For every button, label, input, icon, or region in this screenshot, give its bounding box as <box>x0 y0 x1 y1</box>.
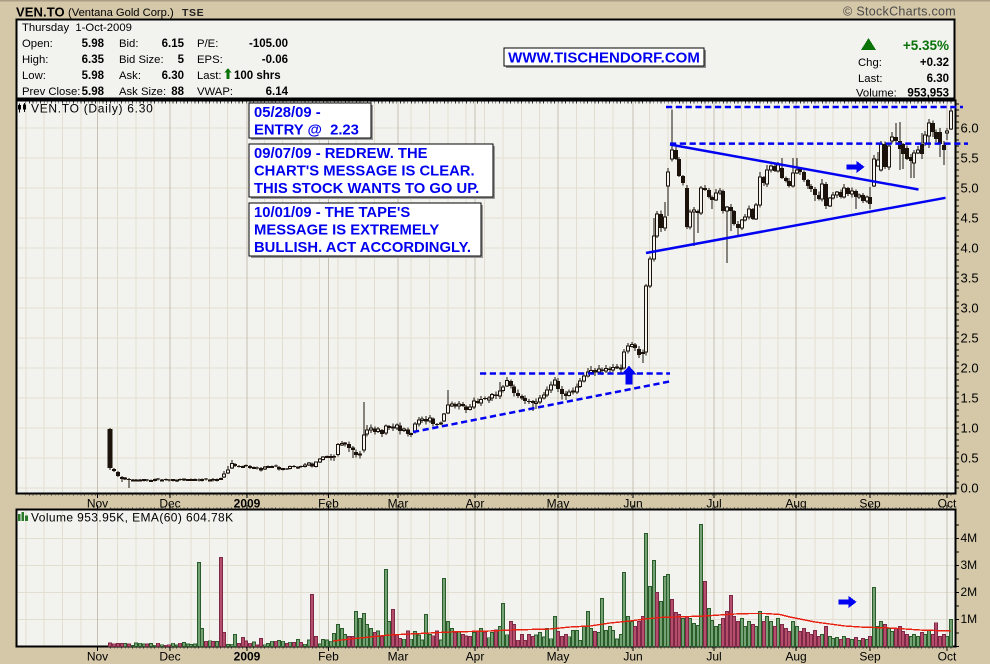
svg-text:VEN.TO (Daily) 6.30: VEN.TO (Daily) 6.30 <box>31 102 153 116</box>
svg-text:05/28/09 -: 05/28/09 - <box>254 105 321 121</box>
svg-text:Jun: Jun <box>623 497 642 511</box>
svg-text:5.98: 5.98 <box>82 38 105 50</box>
svg-text:6.0: 6.0 <box>961 121 979 136</box>
svg-text:Chg:: Chg: <box>858 57 882 69</box>
svg-text:100 shrs: 100 shrs <box>234 70 281 82</box>
svg-text:4.0: 4.0 <box>961 241 979 256</box>
svg-text:6.14: 6.14 <box>266 86 289 98</box>
svg-text:6.30: 6.30 <box>927 73 949 85</box>
svg-text:Ask Size:: Ask Size: <box>119 86 166 98</box>
svg-text:Jun: Jun <box>623 650 642 664</box>
svg-text:Aug: Aug <box>785 497 806 511</box>
svg-text:2.0: 2.0 <box>961 361 979 376</box>
svg-text:Dec: Dec <box>159 497 180 511</box>
svg-text:3.0: 3.0 <box>961 301 979 316</box>
svg-text:Open:: Open: <box>22 38 53 50</box>
svg-text:ENTRY @ 2.23: ENTRY @ 2.23 <box>254 122 359 138</box>
svg-text:Bid:: Bid: <box>119 38 138 50</box>
svg-text:Mar: Mar <box>388 650 409 664</box>
svg-text:+0.32: +0.32 <box>920 57 949 69</box>
svg-text:-105.00: -105.00 <box>249 38 288 50</box>
svg-text:© StockCharts.com: © StockCharts.com <box>843 5 956 19</box>
svg-text:Nov: Nov <box>87 497 108 511</box>
svg-text:2009: 2009 <box>234 650 261 664</box>
svg-text:Nov: Nov <box>87 650 108 664</box>
svg-text:2009: 2009 <box>234 497 261 511</box>
svg-text:4.5: 4.5 <box>961 211 979 226</box>
svg-text:5.5: 5.5 <box>961 151 979 166</box>
svg-text:0.0: 0.0 <box>961 481 979 496</box>
svg-text:6.15: 6.15 <box>162 38 185 50</box>
svg-text:Ask:: Ask: <box>119 70 141 82</box>
svg-text:4M: 4M <box>961 531 978 545</box>
svg-text:WWW.TISCHENDORF.COM: WWW.TISCHENDORF.COM <box>508 50 700 67</box>
svg-text:0.5: 0.5 <box>961 451 979 466</box>
svg-text:May: May <box>547 497 570 511</box>
svg-text:Volume 953.95K, EMA(60) 604.78: Volume 953.95K, EMA(60) 604.78K <box>31 511 234 525</box>
svg-text:5.0: 5.0 <box>961 181 979 196</box>
svg-text:Apr: Apr <box>466 497 485 511</box>
svg-text:2.5: 2.5 <box>961 331 979 346</box>
svg-text:Last:: Last: <box>197 70 222 82</box>
svg-text:Bid Size:: Bid Size: <box>119 54 164 66</box>
svg-text:Thursday 1-Oct-2009: Thursday 1-Oct-2009 <box>22 22 132 34</box>
svg-text:953,953: 953,953 <box>907 88 949 100</box>
svg-text:10/01/09 - THE TAPE'S: 10/01/09 - THE TAPE'S <box>254 205 410 221</box>
svg-text:1.0: 1.0 <box>961 421 979 436</box>
svg-text:Volume:: Volume: <box>856 88 897 100</box>
svg-text:5.98: 5.98 <box>82 86 105 98</box>
svg-text:High:: High: <box>22 54 48 66</box>
svg-text:Mar: Mar <box>388 497 409 511</box>
svg-text:1M: 1M <box>961 612 978 626</box>
svg-text:P/E:: P/E: <box>197 38 218 50</box>
svg-text:Apr: Apr <box>466 650 485 664</box>
svg-text:2M: 2M <box>961 585 978 599</box>
svg-text:Last:: Last: <box>858 73 883 85</box>
svg-text:Dec: Dec <box>159 650 180 664</box>
svg-text:Oct: Oct <box>938 497 957 511</box>
svg-text:Aug: Aug <box>785 650 806 664</box>
svg-text:VEN.TO: VEN.TO <box>16 5 65 20</box>
svg-text:3.5: 3.5 <box>961 271 979 286</box>
svg-text:Feb: Feb <box>318 497 339 511</box>
svg-text:6.30: 6.30 <box>162 70 184 82</box>
svg-text:+5.35%: +5.35% <box>903 38 949 53</box>
svg-text:MESSAGE IS EXTREMELY: MESSAGE IS EXTREMELY <box>254 222 439 238</box>
svg-text:(Ventana Gold Corp.): (Ventana Gold Corp.) <box>68 7 174 19</box>
svg-text:5.98: 5.98 <box>82 70 105 82</box>
svg-text:CHART'S MESSAGE IS CLEAR.: CHART'S MESSAGE IS CLEAR. <box>254 163 475 179</box>
svg-text:Sep: Sep <box>859 497 881 511</box>
svg-text:THIS STOCK WANTS TO GO UP.: THIS STOCK WANTS TO GO UP. <box>254 181 479 197</box>
svg-text:Sep: Sep <box>859 650 881 664</box>
svg-text:May: May <box>547 650 570 664</box>
svg-text:1.5: 1.5 <box>961 391 979 406</box>
svg-text:3M: 3M <box>961 558 978 572</box>
svg-text:EPS:: EPS: <box>197 54 223 66</box>
svg-text:Prev Close:: Prev Close: <box>22 86 80 98</box>
svg-text:Oct: Oct <box>938 650 957 664</box>
svg-text:Low:: Low: <box>22 70 46 82</box>
svg-text:09/07/09 - REDREW. THE: 09/07/09 - REDREW. THE <box>254 146 428 162</box>
svg-text:6.35: 6.35 <box>82 54 105 66</box>
svg-text:Jul: Jul <box>706 497 721 511</box>
svg-text:TSE: TSE <box>182 7 204 19</box>
svg-text:-0.06: -0.06 <box>262 54 288 66</box>
svg-text:BULLISH. ACT ACCORDINGLY.: BULLISH. ACT ACCORDINGLY. <box>254 240 471 256</box>
svg-text:Feb: Feb <box>318 650 339 664</box>
svg-text:5: 5 <box>178 54 185 66</box>
svg-text:88: 88 <box>171 86 184 98</box>
svg-text:Jul: Jul <box>706 650 721 664</box>
svg-text:VWAP:: VWAP: <box>197 86 233 98</box>
